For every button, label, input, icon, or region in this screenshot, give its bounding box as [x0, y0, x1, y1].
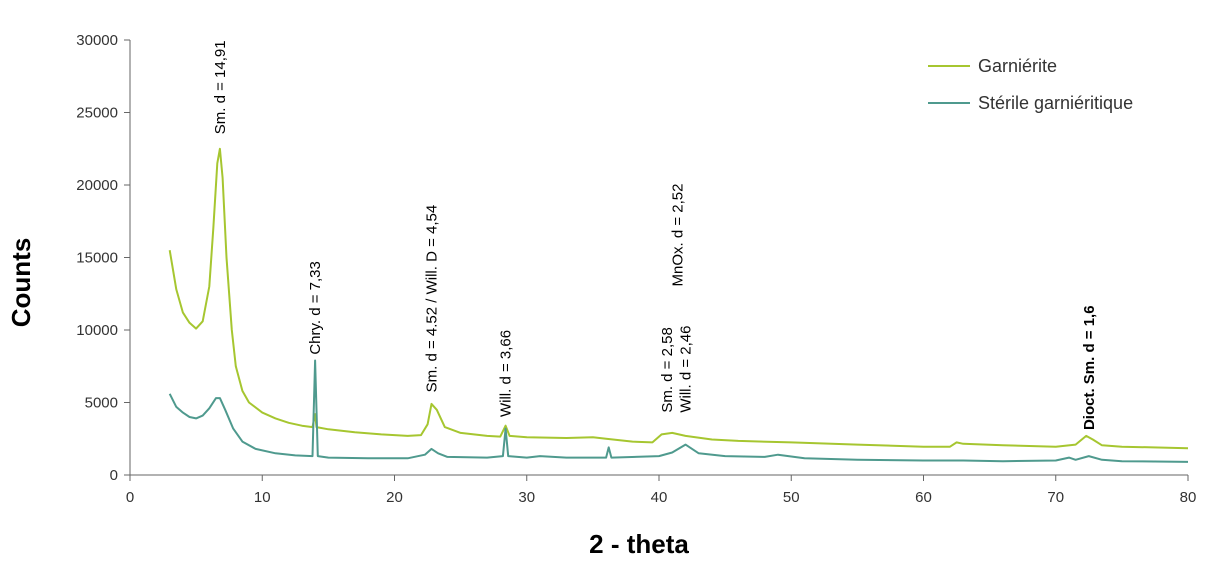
- x-tick-label: 0: [126, 489, 134, 506]
- peak-annotation: Sm. d = 4.52 / Will. D = 4,54: [424, 205, 441, 393]
- x-tick-label: 40: [651, 489, 668, 506]
- y-tick-label: 30000: [76, 32, 118, 49]
- legend: Garniérite Stérile garniéritique: [928, 56, 1133, 113]
- y-tick-label: 5000: [85, 395, 118, 412]
- plot-lines: [168, 147, 1189, 463]
- legend-label: Garniérite: [978, 56, 1057, 76]
- x-tick-label: 80: [1180, 489, 1197, 506]
- peak-annotation: Sm. d = 14,91: [212, 40, 229, 134]
- x-ticks: 0 10 20 30 40 50 60 70 80: [126, 475, 1197, 506]
- peak-annotation: Sm. d = 2,58: [659, 327, 676, 412]
- series-line-1: [168, 147, 1189, 450]
- y-tick-label: 10000: [76, 322, 118, 339]
- peak-annotation: Dioct. Sm. d = 1,6: [1081, 305, 1098, 430]
- x-tick-label: 50: [783, 489, 800, 506]
- y-ticks: 0 5000 10000 15000 20000 25000 30000: [76, 32, 130, 484]
- axes: 0 5000 10000 15000 20000 25000 30000 0 10 20 30 40…: [76, 32, 1196, 506]
- x-tick-label: 10: [254, 489, 271, 506]
- y-tick-label: 0: [110, 467, 118, 484]
- y-tick-label: 15000: [76, 250, 118, 267]
- x-tick-label: 30: [518, 489, 535, 506]
- peak-annotation: Will. d = 3,66: [498, 330, 515, 417]
- y-tick-label: 20000: [76, 177, 118, 194]
- legend-label: Stérile garniéritique: [978, 93, 1133, 113]
- y-axis-title: Counts: [6, 238, 36, 328]
- y-tick-label: 25000: [76, 105, 118, 122]
- peak-annotation: MnOx. d = 2,52: [670, 184, 687, 287]
- peak-annotation: Chry. d = 7,33: [307, 261, 324, 355]
- x-tick-label: 70: [1047, 489, 1064, 506]
- peak-annotation: Will. d = 2,46: [677, 326, 694, 413]
- series-line-2: [168, 359, 1189, 463]
- x-tick-label: 60: [915, 489, 932, 506]
- x-axis-title: 2 - theta: [589, 529, 689, 559]
- peak-annotations: Sm. d = 14,91 Chry. d = 7,33 Sm. d = 4.52 …: [212, 40, 1098, 430]
- x-tick-label: 20: [386, 489, 403, 506]
